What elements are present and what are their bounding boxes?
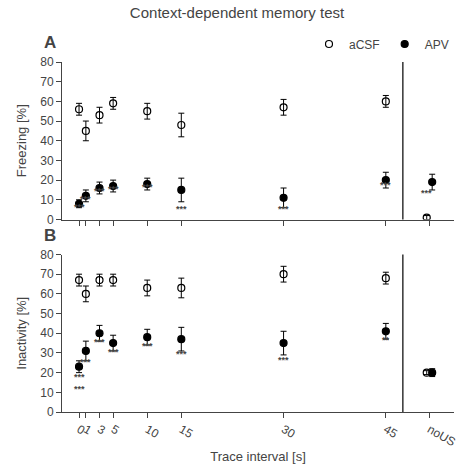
svg-text:***: *** — [94, 186, 105, 196]
svg-text:***: *** — [80, 194, 91, 204]
svg-text:***: *** — [176, 349, 187, 359]
svg-text:70: 70 — [40, 267, 54, 281]
svg-text:5: 5 — [109, 422, 122, 438]
svg-text:***: *** — [278, 204, 289, 214]
svg-text:***: *** — [176, 204, 187, 214]
svg-text:Freezing [%]: Freezing [%] — [14, 104, 29, 177]
svg-text:***: *** — [108, 184, 119, 194]
svg-text:20: 20 — [40, 173, 54, 187]
svg-text:60: 60 — [40, 95, 54, 109]
svg-text:***: *** — [74, 372, 85, 382]
svg-text:40: 40 — [40, 134, 54, 148]
svg-text:40: 40 — [40, 326, 54, 340]
svg-text:50: 50 — [40, 307, 54, 321]
svg-text:10: 10 — [40, 386, 54, 400]
svg-text:Context-dependent memory test: Context-dependent memory test — [130, 4, 345, 21]
svg-text:***: *** — [278, 355, 289, 365]
svg-text:***: *** — [108, 347, 119, 357]
svg-text:***: *** — [74, 384, 85, 394]
svg-text:15: 15 — [177, 422, 196, 441]
svg-text:aCSF: aCSF — [349, 38, 380, 52]
svg-text:***: *** — [380, 180, 391, 190]
svg-text:***: *** — [142, 341, 153, 351]
svg-text:10: 10 — [143, 422, 162, 441]
svg-text:45: 45 — [381, 422, 400, 441]
svg-text:1: 1 — [81, 422, 94, 438]
svg-text:***: *** — [94, 337, 105, 347]
svg-text:30: 30 — [279, 422, 298, 441]
svg-text:0: 0 — [47, 213, 54, 227]
svg-text:***: *** — [74, 202, 85, 212]
svg-text:APV: APV — [425, 38, 449, 52]
svg-text:70: 70 — [40, 75, 54, 89]
svg-text:10: 10 — [40, 193, 54, 207]
svg-text:B: B — [44, 226, 56, 245]
svg-text:60: 60 — [40, 287, 54, 301]
svg-text:30: 30 — [40, 154, 54, 168]
svg-text:80: 80 — [40, 248, 54, 262]
svg-text:***: *** — [142, 182, 153, 192]
svg-text:0: 0 — [75, 422, 88, 438]
svg-text:50: 50 — [40, 114, 54, 128]
svg-text:3: 3 — [95, 422, 108, 438]
svg-text:Inactivity [%]: Inactivity [%] — [14, 297, 29, 370]
svg-text:80: 80 — [40, 55, 54, 69]
svg-text:Trace interval [s]: Trace interval [s] — [210, 449, 306, 464]
svg-text:***: *** — [421, 188, 432, 198]
svg-text:A: A — [44, 33, 56, 52]
svg-text:20: 20 — [40, 366, 54, 380]
svg-text:***: *** — [80, 357, 91, 367]
svg-text:noUS: noUS — [425, 422, 458, 449]
svg-text:**: ** — [382, 335, 390, 345]
svg-text:0: 0 — [47, 405, 54, 419]
svg-text:30: 30 — [40, 346, 54, 360]
